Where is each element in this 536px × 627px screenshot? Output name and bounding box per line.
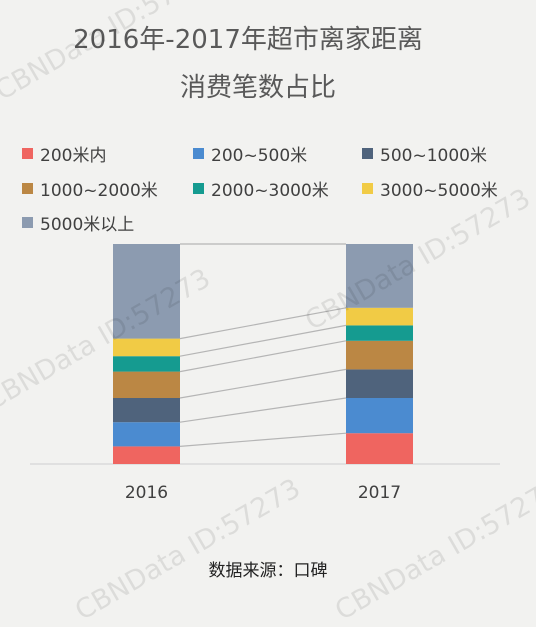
legend-item: 200米内 bbox=[22, 141, 106, 166]
connector-line bbox=[179, 307, 347, 340]
legend-label: 1000~2000米 bbox=[40, 181, 158, 201]
data-source: 数据来源：口碑 bbox=[208, 561, 328, 581]
legend-item: 5000米以上 bbox=[22, 210, 134, 235]
legend-item: 2000~3000米 bbox=[193, 176, 329, 201]
legend-swatch bbox=[362, 183, 373, 194]
legend-item: 500~1000米 bbox=[362, 141, 487, 166]
legend-swatch bbox=[22, 148, 33, 159]
bar-segment bbox=[113, 371, 180, 398]
legend-swatch bbox=[22, 217, 33, 228]
connector-line bbox=[179, 368, 347, 399]
legend-item: 3000~5000米 bbox=[362, 176, 498, 201]
bar-segment bbox=[346, 307, 413, 326]
bar-segment bbox=[346, 244, 413, 308]
x-tick-label: 2016 bbox=[125, 483, 168, 503]
legend-item: 200~500米 bbox=[193, 141, 307, 166]
bar-segment bbox=[346, 398, 413, 434]
bar-segment bbox=[113, 446, 180, 464]
bar-segment bbox=[113, 422, 180, 447]
connector-line bbox=[179, 340, 347, 373]
bar-segment bbox=[113, 356, 180, 372]
legend-swatch bbox=[362, 148, 373, 159]
stacked-bar-chart: 2016 2017 bbox=[30, 243, 500, 503]
legend-label: 200米内 bbox=[40, 146, 107, 166]
bar-segment bbox=[113, 338, 180, 357]
legend-label: 500~1000米 bbox=[380, 146, 487, 166]
legend-swatch bbox=[22, 183, 33, 194]
x-tick-label: 2017 bbox=[358, 483, 401, 503]
bar-segment bbox=[346, 433, 413, 464]
legend: 200米内 200~500米 500~1000米 1000~2000米 2000~300… bbox=[0, 0, 536, 240]
bar-segment bbox=[346, 340, 413, 370]
bar-segment bbox=[346, 325, 413, 341]
connector-line bbox=[179, 432, 347, 447]
bar-segment bbox=[113, 398, 180, 423]
bar-segment bbox=[113, 244, 180, 339]
connector-line bbox=[179, 324, 347, 357]
bar-segment bbox=[346, 369, 413, 398]
legend-label: 200~500米 bbox=[211, 146, 308, 166]
legend-swatch bbox=[193, 148, 204, 159]
chart-title-line1: 2016年-2017年超市离家距离 bbox=[73, 25, 423, 55]
legend-label: 2000~3000米 bbox=[211, 181, 329, 201]
chart-title-line2: 消费笔数占比 bbox=[179, 73, 336, 103]
connector-line bbox=[179, 397, 347, 423]
legend-item: 1000~2000米 bbox=[22, 176, 158, 201]
legend-label: 3000~5000米 bbox=[380, 181, 498, 201]
legend-label: 5000米以上 bbox=[40, 215, 135, 235]
legend-swatch bbox=[193, 183, 204, 194]
